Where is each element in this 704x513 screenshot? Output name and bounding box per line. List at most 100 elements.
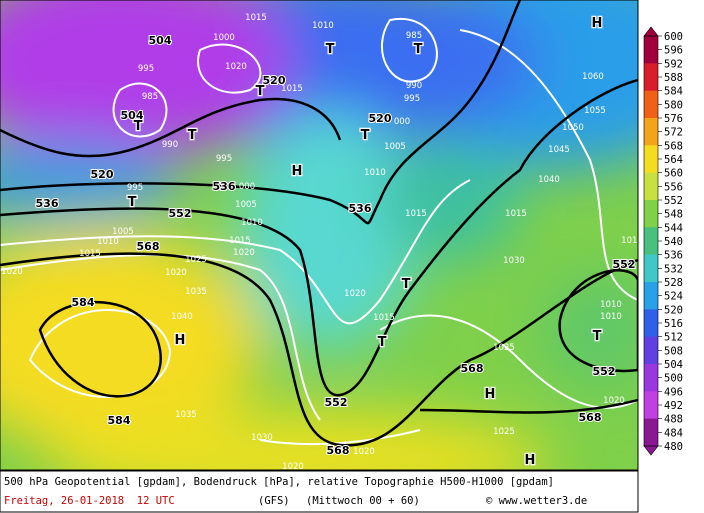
isobar-label: 1020 <box>282 462 304 472</box>
legend-swatch <box>644 364 658 379</box>
legend-label: 516 <box>664 318 683 330</box>
legend-swatch <box>644 405 658 420</box>
legend-swatch <box>644 309 658 324</box>
isobar-label: 1010 <box>621 236 643 246</box>
isobar-label: 990 <box>162 140 178 150</box>
isobar-label: 1010 <box>241 218 263 228</box>
isobar-label: 1015 <box>373 313 395 323</box>
legend-label: 536 <box>664 250 683 262</box>
pressure-center: H <box>292 164 303 179</box>
legend-label: 492 <box>664 400 683 412</box>
isobar-label: 1005 <box>384 142 406 152</box>
legend-swatch <box>644 145 658 160</box>
legend-label: 576 <box>664 113 683 125</box>
contour <box>419 398 638 414</box>
legend-label: 528 <box>664 277 683 289</box>
isobar-label: 1025 <box>493 427 515 437</box>
isobar-label: 000 <box>394 117 410 127</box>
isobar <box>112 82 168 138</box>
geopotential-label: 520 <box>91 168 114 181</box>
geopotential-label: 584 <box>72 296 95 309</box>
pressure-center: H <box>485 387 496 402</box>
legend-label: 560 <box>664 168 683 180</box>
legend-label: 592 <box>664 58 683 70</box>
geopotential-label: 520 <box>369 112 392 125</box>
contour <box>0 78 638 397</box>
isobar-label: 1020 <box>603 396 625 406</box>
isobar-label: 1015 <box>79 249 101 259</box>
pressure-center: T <box>128 195 137 210</box>
footer: 500 hPa Geopotential [gpdam], Bodendruck… <box>0 470 639 513</box>
legend-swatch <box>644 418 658 433</box>
isobar <box>0 254 321 421</box>
isobar-label: 1010 <box>600 312 622 322</box>
pressure-center: T <box>402 277 411 292</box>
isobar-label: 1015 <box>229 236 251 246</box>
contour <box>0 0 522 225</box>
legend-swatch <box>644 213 658 228</box>
legend-swatch <box>644 377 658 392</box>
isobar-label: 000 <box>239 182 255 192</box>
isobar-label: 1035 <box>175 410 197 420</box>
contour <box>38 300 162 398</box>
legend-swatch <box>644 200 658 215</box>
isobar-label: 985 <box>142 92 158 102</box>
isobar-label: 1040 <box>538 175 560 185</box>
geopotential-label: 552 <box>613 258 636 271</box>
legend-swatch <box>644 282 658 297</box>
pressure-center: H <box>592 16 603 31</box>
isobar <box>0 179 471 325</box>
geopotential-label: 552 <box>593 365 616 378</box>
legend-swatch <box>644 49 658 64</box>
footer-date: Freitag, 26-01-2018 12 UTC <box>4 495 175 507</box>
legend-label: 588 <box>664 72 683 84</box>
geopotential-label: 536 <box>213 180 236 193</box>
isobar-label: 1050 <box>562 123 584 133</box>
legend-label: 572 <box>664 127 683 139</box>
legend-swatch <box>644 350 658 365</box>
geopotential-label: 568 <box>579 411 602 424</box>
legend-arrow-bottom <box>643 445 659 456</box>
isobar-label: 1040 <box>171 312 193 322</box>
legend-swatch <box>644 159 658 174</box>
legend-swatch <box>644 241 658 256</box>
footer-box <box>0 470 639 513</box>
isobar-label: 1010 <box>364 168 386 178</box>
isobar-label: 995 <box>216 154 232 164</box>
isobar-label: 1035 <box>185 287 207 297</box>
isobar-label: 1055 <box>584 106 606 116</box>
geopotential-lines <box>0 0 638 447</box>
pressure-center: T <box>414 42 423 57</box>
geopotential-label: 536 <box>349 202 372 215</box>
pressure-center: T <box>134 119 143 134</box>
legend-label: 496 <box>664 386 683 398</box>
contour <box>0 252 638 447</box>
geopotential-label: 584 <box>108 414 131 427</box>
isobar <box>28 309 172 398</box>
legend-swatch <box>644 63 658 78</box>
isobar-label: 1020 <box>165 268 187 278</box>
isobar <box>259 429 421 446</box>
pressure-center: T <box>361 128 370 143</box>
legend-label: 556 <box>664 181 683 193</box>
geopotential-label: 568 <box>137 240 160 253</box>
geopotential-label: 568 <box>461 362 484 375</box>
pressure-center: H <box>525 453 536 468</box>
isobar-label: 1015 <box>505 209 527 219</box>
pressure-center: T <box>326 42 335 57</box>
isobar-label: 1020 <box>233 248 255 258</box>
legend-label: 500 <box>664 373 683 385</box>
legend-label: 484 <box>664 427 683 439</box>
isobar-label: 1020 <box>353 447 375 457</box>
isobar-label: 1015 <box>281 84 303 94</box>
isobar-label: 1005 <box>235 200 257 210</box>
geopotential-label: 520 <box>263 74 286 87</box>
legend-label: 540 <box>664 236 683 248</box>
geopotential-label: 568 <box>327 444 350 457</box>
legend-label: 580 <box>664 99 683 111</box>
pressure-center: T <box>256 84 265 99</box>
legend-swatch <box>644 90 658 105</box>
legend-swatch <box>644 432 658 447</box>
